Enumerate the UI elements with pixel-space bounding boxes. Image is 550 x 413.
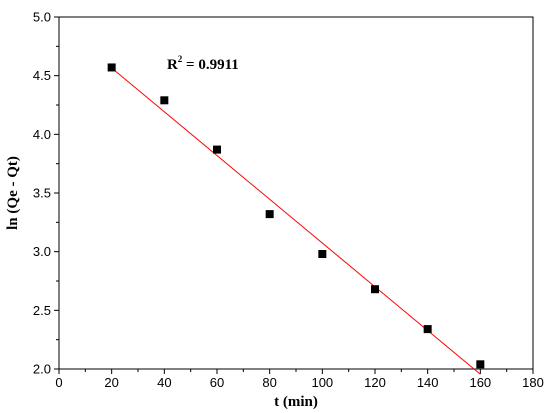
x-tick-label-6: 120 [364,375,386,390]
plot-area [58,16,534,370]
data-point-5 [371,285,379,294]
r-squared-value: = 0.9911 [182,57,238,73]
y-tick-label-0: 2.0 [33,362,51,377]
r-squared-symbol: R [167,57,178,73]
x-tick-label-2: 40 [157,375,171,390]
x-tick-label-4: 80 [262,375,276,390]
data-points [107,63,485,369]
x-tick-label-7: 140 [417,375,439,390]
data-point-1 [160,96,169,105]
data-point-4 [318,250,327,259]
x-axis-title: t (min) [274,394,318,410]
x-tick-label-9: 180 [522,375,544,390]
x-tick-label-3: 60 [210,375,224,390]
r-squared-annotation: R2 = 0.9911 [167,54,239,73]
x-tick-label-1: 20 [104,375,118,390]
y-tick-label-5: 4.5 [33,68,51,83]
y-tick-label-3: 3.5 [33,186,51,201]
data-point-0 [107,63,116,72]
y-tick-label-6: 5.0 [33,10,51,25]
data-point-7 [476,360,485,369]
data-point-3 [265,210,274,219]
x-tick-label-5: 100 [311,375,333,390]
x-tick-label-8: 160 [469,375,491,390]
ticks: 0 20 40 60 80 100 120 140 160 180 2.0 2.5 3.0 3.5 4.0 4… [33,10,544,391]
y-tick-label-4: 4.0 [33,127,51,142]
data-point-6 [423,325,432,334]
fit-line [111,67,481,375]
r-squared-superscript: 2 [178,54,183,64]
y-tick-label-1: 2.5 [33,303,51,318]
fit-line-group [111,67,481,375]
x-tick-label-0: 0 [55,375,62,390]
y-axis-title: ln (Qe - Qt) [5,156,21,230]
data-point-2 [213,145,221,154]
y-tick-label-2: 3.0 [33,244,51,259]
